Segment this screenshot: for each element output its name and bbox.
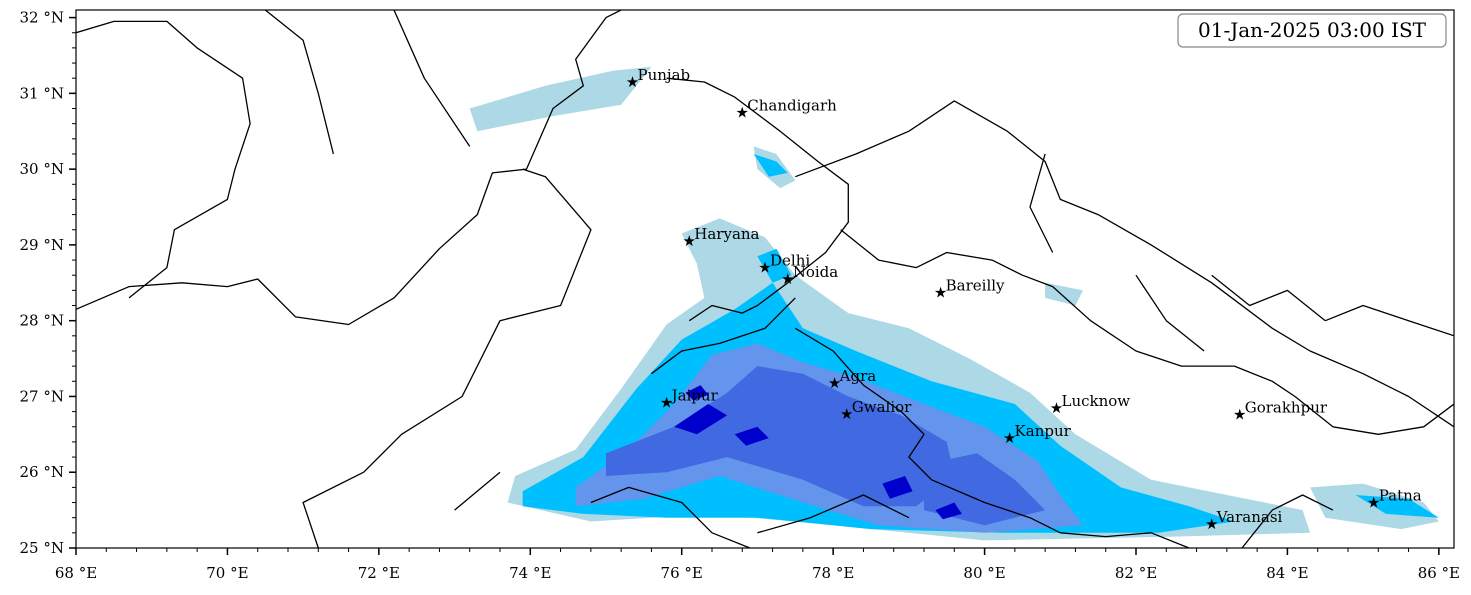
star-icon: ★ bbox=[840, 405, 853, 423]
star-icon: ★ bbox=[1233, 406, 1246, 424]
axis-ticks: 68 °E 70 °E 72 °E 74 °E 76 °E 78 °E 80 °E 82 °E… bbox=[20, 9, 1460, 582]
y-tick-label: 31 °N bbox=[20, 84, 64, 102]
city-label: Agra bbox=[839, 367, 877, 385]
x-tick-label: 74 °E bbox=[509, 564, 551, 582]
timestamp-label: 01-Jan-2025 03:00 IST bbox=[1198, 18, 1427, 42]
boundary-line-10 bbox=[651, 297, 796, 375]
x-tick-label: 80 °E bbox=[963, 564, 1005, 582]
timestamp-box: 01-Jan-2025 03:00 IST bbox=[1177, 13, 1447, 48]
rain-area-level2-1 bbox=[757, 248, 792, 283]
star-icon: ★ bbox=[1205, 515, 1218, 533]
rain-area-level2-3 bbox=[753, 154, 788, 177]
boundary-lines bbox=[76, 10, 1454, 548]
city-marker-patna: ★Patna bbox=[1367, 487, 1422, 512]
rain-area-level4-0 bbox=[606, 366, 955, 507]
city-marker-noida: ★Noida bbox=[781, 263, 838, 288]
y-tick-label: 28 °N bbox=[20, 312, 64, 330]
boundary-line-2 bbox=[264, 10, 335, 155]
star-icon: ★ bbox=[683, 232, 696, 250]
city-label: Delhi bbox=[770, 252, 810, 270]
timestamp-frame bbox=[1177, 13, 1447, 48]
boundary-line-15 bbox=[1029, 153, 1054, 253]
city-label: Haryana bbox=[694, 225, 759, 243]
boundary-line-16 bbox=[1211, 274, 1326, 322]
boundary-line-0 bbox=[76, 10, 623, 326]
boundary-line-17 bbox=[1325, 304, 1454, 337]
city-label: Lucknow bbox=[1062, 392, 1131, 410]
x-tick-label: 86 °E bbox=[1418, 564, 1460, 582]
city-marker-haryana: ★Haryana bbox=[683, 225, 760, 250]
star-icon: ★ bbox=[736, 103, 749, 121]
boundary-line-4 bbox=[302, 168, 592, 548]
city-label: Chandigarh bbox=[747, 96, 837, 114]
y-tick-label: 25 °N bbox=[20, 539, 64, 557]
city-label: Gwalior bbox=[852, 398, 912, 416]
city-label: Punjab bbox=[638, 66, 691, 84]
star-icon: ★ bbox=[781, 270, 794, 288]
boundary-line-13 bbox=[1241, 494, 1334, 548]
star-icon: ★ bbox=[660, 394, 673, 412]
boundary-line-8 bbox=[840, 229, 1454, 435]
star-icon: ★ bbox=[626, 73, 639, 91]
city-marker-varanasi: ★Varanasi bbox=[1205, 508, 1283, 533]
city-label: Kanpur bbox=[1015, 422, 1072, 440]
city-marker-punjab: ★Punjab bbox=[626, 66, 690, 91]
city-marker-delhi: ★Delhi bbox=[758, 252, 810, 277]
rain-area-level5-4 bbox=[685, 385, 709, 401]
y-tick-label: 26 °N bbox=[20, 463, 64, 481]
city-markers: ★Punjab★Chandigarh★Haryana★Delhi★Noida★B… bbox=[626, 66, 1422, 533]
boundary-line-1 bbox=[76, 20, 251, 299]
city-label: Gorakhpur bbox=[1245, 399, 1328, 417]
boundary-line-3 bbox=[393, 10, 471, 147]
y-tick-label: 27 °N bbox=[20, 387, 64, 405]
star-icon: ★ bbox=[828, 374, 841, 392]
boundary-line-6 bbox=[666, 77, 849, 322]
star-icon: ★ bbox=[1050, 399, 1063, 417]
x-tick-label: 72 °E bbox=[358, 564, 400, 582]
city-label: Varanasi bbox=[1216, 508, 1283, 526]
city-label: Noida bbox=[793, 263, 839, 281]
plot-frame bbox=[75, 9, 1455, 549]
y-tick-label: 32 °N bbox=[20, 9, 64, 27]
rain-area-level5-0 bbox=[674, 404, 728, 435]
boundary-line-5 bbox=[454, 471, 501, 511]
city-label: Bareilly bbox=[946, 277, 1005, 295]
star-icon: ★ bbox=[1003, 429, 1016, 447]
city-marker-chandigarh: ★Chandigarh bbox=[736, 96, 838, 121]
boundary-line-11 bbox=[590, 486, 751, 548]
city-marker-gorakhpur: ★Gorakhpur bbox=[1233, 399, 1328, 424]
rain-area-level1-1 bbox=[469, 66, 652, 132]
rain-area-level5-2 bbox=[882, 476, 913, 499]
x-tick-label: 82 °E bbox=[1115, 564, 1157, 582]
x-tick-label: 78 °E bbox=[812, 564, 854, 582]
x-tick-label: 68 °E bbox=[55, 564, 97, 582]
city-marker-agra: ★Agra bbox=[828, 367, 876, 392]
rain-area-level5-1 bbox=[734, 426, 769, 446]
city-marker-kanpur: ★Kanpur bbox=[1003, 422, 1072, 447]
x-tick-label: 70 °E bbox=[206, 564, 248, 582]
star-icon: ★ bbox=[758, 259, 771, 277]
city-marker-lucknow: ★Lucknow bbox=[1050, 392, 1131, 417]
x-tick-label: 84 °E bbox=[1266, 564, 1308, 582]
star-icon: ★ bbox=[934, 284, 947, 302]
x-tick-label: 76 °E bbox=[661, 564, 703, 582]
rainfall-contours bbox=[469, 66, 1439, 541]
city-marker-jaipur: ★Jaipur bbox=[660, 387, 719, 412]
boundary-line-9 bbox=[794, 327, 1190, 548]
city-label: Jaipur bbox=[670, 387, 719, 405]
y-tick-label: 29 °N bbox=[20, 236, 64, 254]
boundary-line-7 bbox=[795, 100, 1454, 428]
city-marker-bareilly: ★Bareilly bbox=[934, 277, 1005, 302]
city-marker-gwalior: ★Gwalior bbox=[840, 398, 912, 423]
boundary-line-14 bbox=[1135, 274, 1205, 352]
rain-area-level2-2 bbox=[1355, 495, 1439, 518]
boundary-line-12 bbox=[757, 494, 910, 534]
rain-area-level5-3 bbox=[935, 502, 962, 520]
y-tick-label: 30 °N bbox=[20, 160, 64, 178]
star-icon: ★ bbox=[1367, 494, 1380, 512]
city-label: Patna bbox=[1379, 487, 1422, 505]
